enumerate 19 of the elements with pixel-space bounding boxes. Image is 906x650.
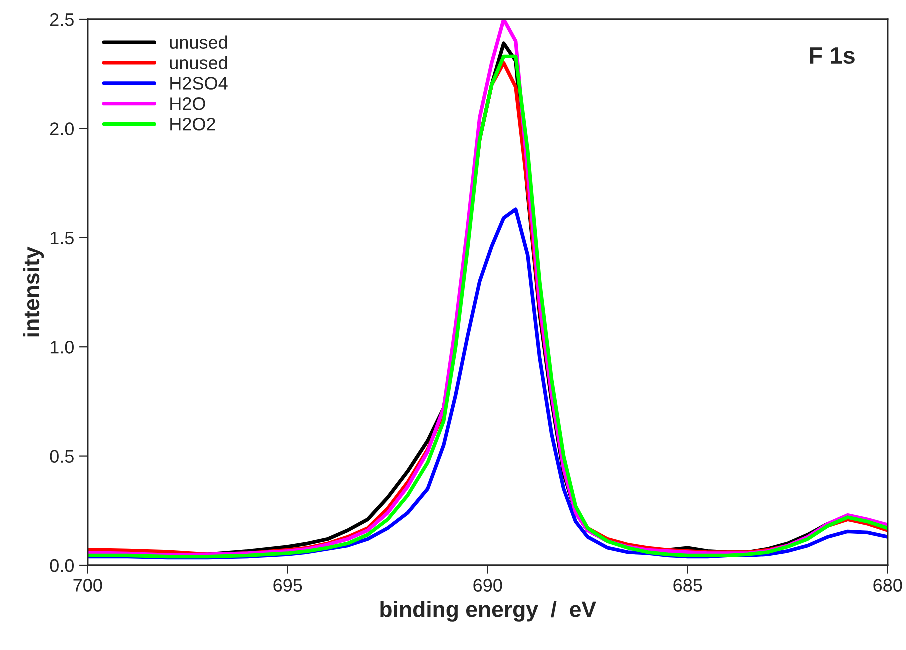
y-tick-label: 1.5: [50, 232, 74, 245]
y-tick-label: 0.0: [50, 559, 74, 572]
y-tick-label: 1.0: [50, 341, 74, 354]
x-tick-label: 695: [274, 579, 302, 592]
x-tick-label: 680: [874, 579, 902, 592]
x-axis-title: binding energy / eV: [380, 601, 596, 622]
y-axis-title: intensity: [23, 246, 44, 337]
y-tick-label: 2.0: [50, 122, 74, 136]
legend-label: H2SO4: [170, 77, 228, 90]
y-tick-label: 0.5: [50, 450, 74, 464]
legend-label: unused: [170, 36, 228, 50]
annotation: F 1s: [810, 48, 855, 64]
legend-label: unused: [170, 56, 228, 70]
legend-label: H2O2: [170, 118, 216, 131]
legend-label: H2O: [170, 98, 206, 110]
x-tick-label: 700: [74, 579, 102, 592]
x-tick-label: 690: [474, 579, 502, 592]
y-tick-label: 2.5: [50, 13, 74, 26]
x-tick-label: 685: [674, 579, 702, 592]
